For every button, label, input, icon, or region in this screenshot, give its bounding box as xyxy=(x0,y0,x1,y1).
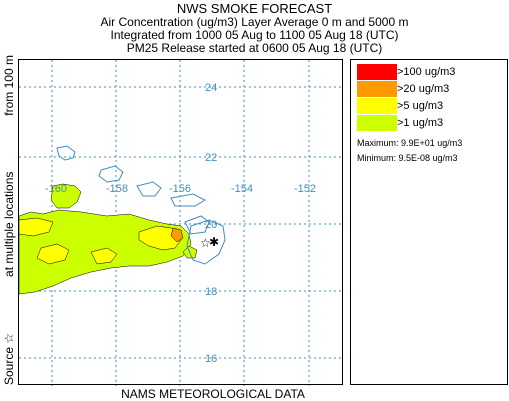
plume-gt5 xyxy=(90,247,118,265)
plume-gt1 xyxy=(50,183,82,209)
smoke-map: ☆ ✱ 24 22 20 18 16 -160 -158 -156 -154 -… xyxy=(19,60,344,386)
plume-gt5 xyxy=(138,225,182,251)
legend-label-gt1: >1 ug/m3 xyxy=(397,117,444,129)
longitude-label: -158 xyxy=(106,183,128,195)
longitude-label: -156 xyxy=(169,183,191,195)
legend-swatch-gt5 xyxy=(357,98,397,114)
island-niihau xyxy=(56,145,76,161)
latitude-label: 22 xyxy=(205,152,217,164)
latitude-label: 16 xyxy=(205,353,217,365)
island-molokai xyxy=(170,193,207,207)
data-source-label: NAMS METEOROLOGICAL DATA xyxy=(121,387,305,401)
source-star-icon: ✱ xyxy=(209,235,219,249)
source-star-icon: ☆ xyxy=(200,236,211,250)
legend-swatch-gt100 xyxy=(357,64,397,80)
minimum-value: Minimum: 9.5E-08 ug/m3 xyxy=(357,153,458,163)
coastlines xyxy=(56,145,226,265)
plume-gt5 xyxy=(19,217,54,237)
island-hawaii xyxy=(186,219,226,265)
longitude-label: -152 xyxy=(294,183,316,195)
graticule xyxy=(19,60,344,386)
island-kauai xyxy=(98,165,124,183)
source-label: Source ☆ xyxy=(2,332,16,385)
legend-label-gt20: >20 ug/m3 xyxy=(397,83,450,95)
island-oahu xyxy=(136,181,162,197)
legend-label-gt100: >100 ug/m3 xyxy=(397,66,456,78)
longitude-label: -154 xyxy=(231,183,253,195)
legend-panel: >100 ug/m3 >20 ug/m3 >5 ug/m3 >1 ug/m3 M… xyxy=(350,59,508,385)
plume-gt20 xyxy=(170,227,184,243)
concentration-subtitle: Air Concentration (ug/m3) Layer Average … xyxy=(100,15,409,29)
longitude-label: -160 xyxy=(45,183,67,195)
release-time: PM25 Release started at 0600 05 Aug 18 (… xyxy=(126,41,383,55)
latitude-label: 24 xyxy=(205,82,217,94)
legend-swatch-gt20 xyxy=(357,81,397,97)
height-label: from 100 m xyxy=(2,55,16,116)
plume-gt5 xyxy=(36,243,70,265)
locations-label: at multiple locations xyxy=(2,171,16,277)
map-panel: ☆ ✱ 24 22 20 18 16 -160 -158 -156 -154 -… xyxy=(18,59,344,386)
legend-swatch-gt1 xyxy=(357,115,397,131)
legend-label-gt5: >5 ug/m3 xyxy=(397,100,444,112)
integration-period: Integrated from 1000 05 Aug to 1100 05 A… xyxy=(110,28,399,42)
forecast-title: NWS SMOKE FORECAST xyxy=(176,1,333,16)
latitude-label: 18 xyxy=(205,286,217,298)
source-side-label: Source ☆ at multiple locations from 100 … xyxy=(2,55,16,385)
maximum-value: Maximum: 9.9E+01 ug/m3 xyxy=(357,138,463,148)
latitude-label: 20 xyxy=(205,219,217,231)
